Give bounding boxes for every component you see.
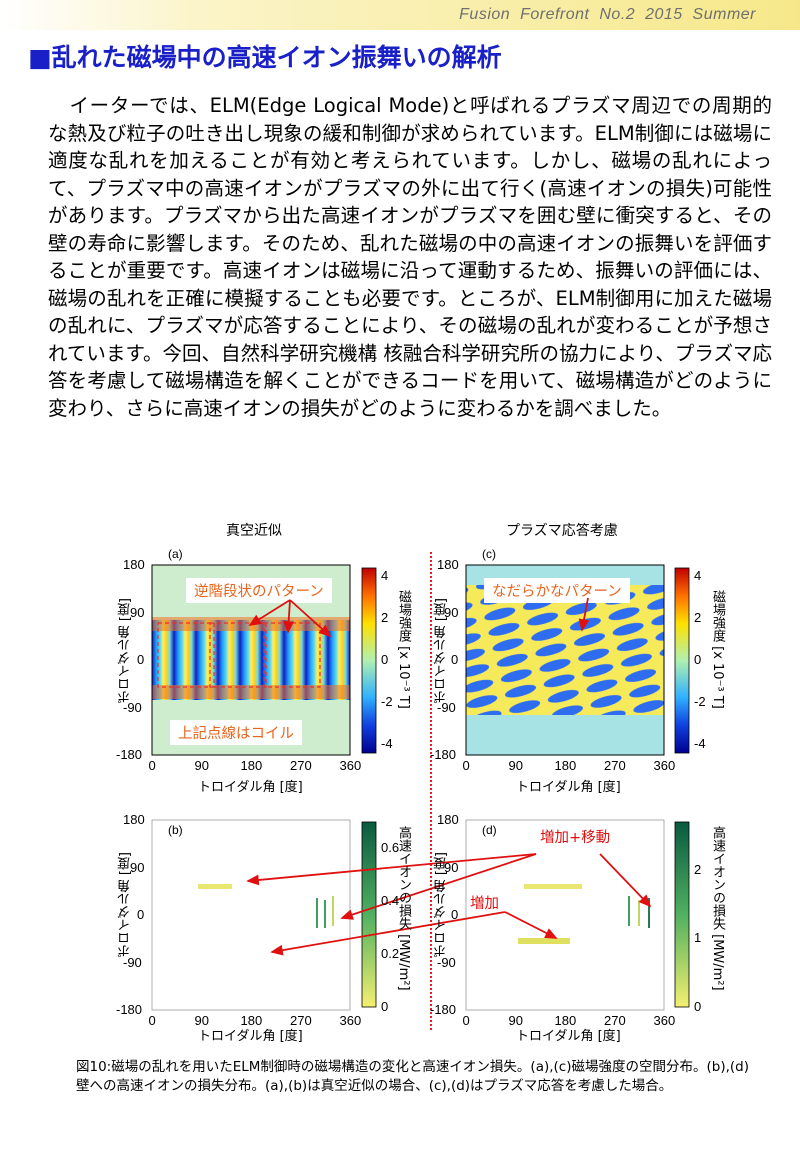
arrow-d-right — [599, 853, 652, 908]
panel-b-ytick: -90 — [123, 954, 142, 970]
panel-c-colorbar-tick: 2 — [694, 610, 702, 625]
arrow-d-4 — [504, 911, 558, 939]
panel-b-ytick: 90 — [130, 859, 145, 875]
panel-b-colorbar-tick: 0.4 — [381, 893, 400, 909]
right-column-heading: プラズマ応答考慮 — [506, 523, 618, 539]
panel-c-ytick: 90 — [444, 604, 459, 620]
panel-a-colorbar-tick: 4 — [381, 568, 389, 583]
panel-b-xtick: 90 — [194, 1013, 209, 1028]
panel-a-label: (a) — [168, 547, 183, 561]
panel-c-xtick: 270 — [604, 758, 626, 773]
panel-b-colorbar — [361, 821, 377, 1008]
panel-c-label: (c) — [482, 547, 496, 561]
panel-b-ytick: -180 — [116, 1002, 143, 1017]
callout-d-increase: 増加 — [470, 896, 499, 912]
panel-c-ytick: -90 — [437, 699, 456, 715]
arrow-a-1 — [248, 599, 291, 626]
panel-a-xtick: 270 — [290, 758, 312, 773]
panel-c-colorbar-tick: -4 — [694, 736, 706, 751]
panel-b-colorbar-tick: 0 — [381, 999, 389, 1014]
panel-a-ytick: 0 — [137, 652, 145, 667]
panel-c-ytick: 0 — [451, 652, 459, 667]
panel-d-colorbar-tick: 0 — [694, 999, 702, 1014]
panel-b-xtick: 0 — [148, 1013, 156, 1028]
panel-a-colorbar-tick: 0 — [381, 652, 389, 667]
panel-b-ytick: 0 — [137, 907, 145, 922]
panel-a-xtick: 0 — [148, 758, 156, 773]
body-paragraph-text: イーターでは、ELM(Edge Logical Mode)と呼ばれるプラズマ周辺… — [48, 94, 772, 420]
section-title: ■乱れた磁場中の高速イオン振舞いの解析 — [28, 43, 502, 72]
panel-b-loss-map — [151, 819, 351, 1011]
panel-d-xtick: 0 — [462, 1013, 470, 1028]
panel-a-colorbar-tick: 2 — [381, 610, 389, 625]
panel-d-xlabel: トロイダル角 [度] — [516, 1029, 621, 1044]
panel-c-colorbar-label: 磁場強度 [x 10⁻³ T] — [710, 590, 725, 709]
panel-a-xtick: 360 — [339, 758, 362, 773]
panel-b-colorbar-label: 高速イオンの損失 [MW/m²] — [396, 826, 411, 991]
panel-d-ytick: 0 — [451, 907, 459, 922]
arrow-d-b2 — [340, 853, 537, 920]
panel-d-ytick: 180 — [437, 812, 459, 827]
panel-d-label: (d) — [482, 823, 497, 837]
panel-b-colorbar-tick: 0.6 — [381, 840, 400, 856]
panel-a-ytick: 180 — [123, 557, 145, 572]
panel-d-xtick: 270 — [604, 1013, 626, 1028]
callout-c-pattern: なだらかなパターン — [484, 578, 630, 603]
panel-d-xtick: 90 — [508, 1013, 523, 1028]
panel-b-ytick: 180 — [123, 812, 145, 827]
journal-header: Fusion Forefront No.2 2015 Summer — [459, 6, 756, 23]
panel-a-ytick: 90 — [130, 604, 145, 620]
panel-d-ytick: 90 — [444, 859, 459, 875]
panel-a-ytick: -90 — [123, 699, 142, 715]
panel-a-xlabel: トロイダル角 [度] — [198, 780, 303, 795]
panel-c-colorbar-tick: 4 — [694, 568, 702, 583]
panel-b-xtick: 270 — [290, 1013, 312, 1028]
callout-d-increase-move: 増加+移動 — [540, 830, 611, 846]
panel-c-xtick: 180 — [554, 758, 577, 773]
figure-caption: 図10:磁場の乱れを用いたELM制御時の磁場構造の変化と高速イオン損失。(a),… — [76, 1059, 749, 1094]
arrow-a-3 — [289, 599, 332, 638]
column-divider — [430, 552, 432, 1030]
panel-d-ytick: -90 — [437, 954, 456, 970]
panel-b-xtick: 180 — [240, 1013, 263, 1028]
callout-a-pattern: 逆階段状のパターン — [186, 578, 332, 603]
panel-b-colorbar-tick: 0.2 — [381, 946, 400, 962]
panel-c-xlabel: トロイダル角 [度] — [516, 780, 621, 795]
arrow-d-b3 — [270, 911, 506, 956]
callout-a-coil: 上記点線はコイル — [170, 720, 302, 745]
panel-a-ytick: -180 — [116, 747, 143, 762]
panel-a-colorbar-tick: -4 — [381, 736, 393, 751]
panel-a-xtick: 180 — [240, 758, 263, 773]
body-paragraph: イーターでは、ELM(Edge Logical Mode)と呼ばれるプラズマ周辺… — [48, 92, 772, 422]
panel-b-xlabel: トロイダル角 [度] — [198, 1029, 303, 1044]
panel-a-xtick: 90 — [194, 758, 209, 773]
panel-c-colorbar — [674, 567, 690, 754]
panel-a-colorbar-label: 磁場強度 [x 10⁻³ T] — [396, 590, 411, 709]
panel-d-colorbar-tick: 2 — [694, 861, 702, 877]
arrow-c — [578, 597, 590, 632]
panel-b-label: (b) — [168, 823, 183, 837]
panel-c-xtick: 0 — [462, 758, 470, 773]
arrow-a-2 — [283, 599, 295, 634]
arrow-d-b1 — [246, 853, 537, 886]
panel-d-colorbar — [674, 821, 690, 1008]
panel-a-colorbar-tick: -2 — [381, 694, 393, 709]
panel-d-xtick: 180 — [554, 1013, 577, 1028]
panel-c-ytick: -180 — [430, 747, 457, 762]
panel-d-loss-map — [465, 819, 665, 1011]
panel-c-colorbar-tick: -2 — [694, 694, 706, 709]
panel-b-xtick: 360 — [339, 1013, 362, 1028]
panel-c-xtick: 360 — [653, 758, 676, 773]
panel-c-xtick: 90 — [508, 758, 523, 773]
header-band — [0, 0, 800, 30]
panel-c-colorbar-tick: 0 — [694, 652, 702, 667]
panel-a-colorbar — [361, 567, 377, 754]
left-column-heading: 真空近似 — [226, 523, 282, 539]
panel-c-ytick: 180 — [437, 557, 459, 572]
panel-d-colorbar-tick: 1 — [694, 930, 702, 946]
panel-d-xtick: 360 — [653, 1013, 676, 1028]
panel-d-ytick: -180 — [430, 1002, 457, 1017]
panel-d-colorbar-label: 高速イオンの損失 [MW/m²] — [710, 826, 725, 991]
